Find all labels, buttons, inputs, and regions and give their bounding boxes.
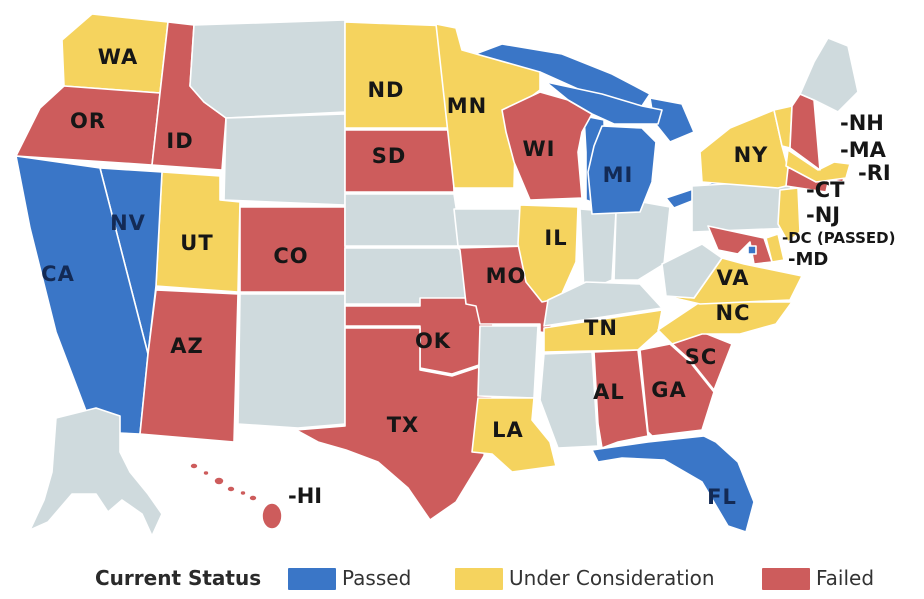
legend-swatch-failed	[762, 568, 810, 590]
state-in	[579, 208, 617, 293]
state-ak	[29, 407, 163, 537]
label-tn: TN	[584, 316, 618, 340]
label-nv: NV	[110, 211, 146, 235]
state-az	[139, 289, 239, 443]
state-labels-layer: WA OR ID NV CA UT AZ CO ND SD MN WI MI I…	[41, 45, 769, 509]
label-wa: WA	[98, 45, 138, 69]
state-ok	[344, 297, 495, 375]
state-fl	[591, 435, 755, 533]
callout-ri: -RI	[858, 161, 891, 185]
states-layer	[15, 13, 859, 537]
state-mi-lower-peninsula	[587, 125, 657, 215]
legend-title: Current Status	[95, 566, 262, 590]
state-nd	[344, 21, 453, 129]
label-ok: OK	[415, 329, 451, 353]
label-mi: MI	[603, 163, 634, 187]
state-mi-upper-peninsula	[545, 81, 663, 125]
callout-labels-layer: -NH -MA -RI -CT -NJ -DC (PASSED) -MD -HI	[288, 111, 895, 508]
label-ca: CA	[41, 262, 75, 286]
label-wi: WI	[523, 137, 556, 161]
state-nm	[237, 293, 346, 429]
state-mt	[189, 19, 346, 119]
label-nd: ND	[367, 78, 404, 102]
label-mn: MN	[447, 94, 487, 118]
legend-label-under-consideration: Under Consideration	[509, 566, 715, 590]
hi-island-big	[261, 502, 283, 530]
label-ny: NY	[734, 143, 769, 167]
label-az: AZ	[170, 334, 203, 358]
state-oh	[613, 201, 671, 281]
legend: Current Status Passed Under Consideratio…	[0, 560, 924, 596]
state-wy	[223, 113, 346, 206]
label-nc: NC	[716, 301, 751, 325]
hi-island-3	[213, 476, 225, 486]
label-id: ID	[166, 129, 193, 153]
state-wv	[661, 243, 723, 299]
state-ky	[543, 281, 663, 327]
state-me	[799, 37, 859, 113]
legend-swatch-under-consideration	[455, 568, 503, 590]
callout-ma: -MA	[840, 138, 887, 162]
state-nj	[777, 187, 801, 243]
hi-island-6	[248, 494, 258, 502]
state-wi	[501, 91, 593, 201]
state-nh	[789, 93, 821, 171]
state-tx	[295, 327, 495, 521]
callout-ct: -CT	[806, 178, 845, 202]
state-ga	[639, 343, 715, 437]
callout-md: -MD	[788, 249, 828, 270]
hi-island-1	[189, 462, 199, 470]
label-ga: GA	[651, 378, 687, 402]
label-co: CO	[273, 244, 308, 268]
callout-nj: -NJ	[806, 203, 840, 227]
hi-island-2	[202, 469, 210, 477]
label-ut: UT	[180, 231, 213, 255]
label-sd: SD	[372, 144, 407, 168]
label-mo: MO	[486, 264, 527, 288]
state-dc	[747, 245, 757, 255]
legend-swatch-passed	[288, 568, 336, 590]
callout-hi: -HI	[288, 484, 322, 508]
label-il: IL	[544, 226, 567, 250]
state-al	[593, 349, 649, 449]
callout-dc: -DC (PASSED)	[782, 229, 895, 247]
state-sd	[344, 129, 455, 193]
state-hi	[189, 462, 283, 530]
label-la: LA	[492, 418, 524, 442]
state-tn	[543, 309, 663, 353]
label-fl: FL	[707, 485, 737, 509]
hi-island-4	[226, 485, 236, 493]
label-al: AL	[593, 380, 625, 404]
label-tx: TX	[387, 413, 420, 437]
state-or	[15, 85, 161, 166]
callout-nh: -NH	[840, 111, 884, 135]
state-ks	[344, 247, 467, 305]
hi-island-5	[239, 489, 247, 497]
state-ar	[477, 325, 539, 399]
state-ne	[344, 193, 463, 247]
label-va: VA	[716, 266, 749, 290]
legend-label-failed: Failed	[816, 566, 875, 590]
label-sc: SC	[685, 345, 718, 369]
legend-label-passed: Passed	[342, 566, 412, 590]
state-ms	[539, 351, 599, 449]
label-or: OR	[70, 109, 106, 133]
state-la	[471, 397, 557, 473]
